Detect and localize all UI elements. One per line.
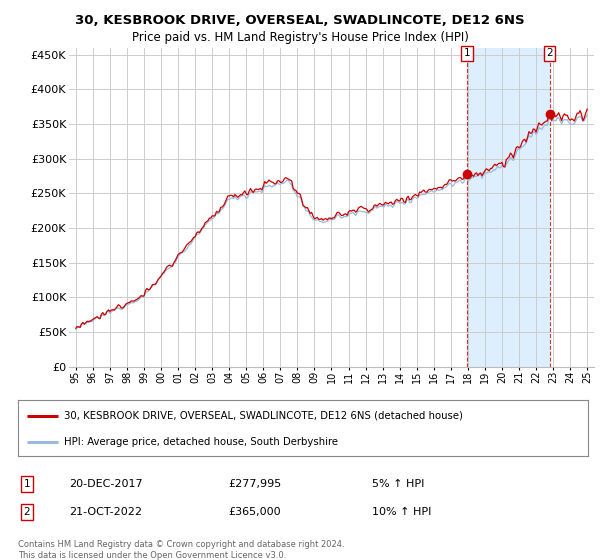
Text: 20-DEC-2017: 20-DEC-2017 bbox=[69, 479, 143, 489]
Text: Contains HM Land Registry data © Crown copyright and database right 2024.
This d: Contains HM Land Registry data © Crown c… bbox=[18, 540, 344, 560]
Text: 1: 1 bbox=[464, 48, 470, 58]
Text: £365,000: £365,000 bbox=[228, 507, 281, 517]
Text: 1: 1 bbox=[23, 479, 31, 489]
Bar bbox=[467, 48, 550, 367]
Text: Price paid vs. HM Land Registry's House Price Index (HPI): Price paid vs. HM Land Registry's House … bbox=[131, 31, 469, 44]
Text: HPI: Average price, detached house, South Derbyshire: HPI: Average price, detached house, Sout… bbox=[64, 437, 338, 447]
Text: 2: 2 bbox=[546, 48, 553, 58]
Text: 2: 2 bbox=[23, 507, 31, 517]
Text: £277,995: £277,995 bbox=[228, 479, 281, 489]
Text: 30, KESBROOK DRIVE, OVERSEAL, SWADLINCOTE, DE12 6NS (detached house): 30, KESBROOK DRIVE, OVERSEAL, SWADLINCOT… bbox=[64, 410, 463, 421]
Text: 30, KESBROOK DRIVE, OVERSEAL, SWADLINCOTE, DE12 6NS: 30, KESBROOK DRIVE, OVERSEAL, SWADLINCOT… bbox=[75, 14, 525, 27]
Text: 10% ↑ HPI: 10% ↑ HPI bbox=[372, 507, 431, 517]
Text: 21-OCT-2022: 21-OCT-2022 bbox=[69, 507, 142, 517]
Text: 5% ↑ HPI: 5% ↑ HPI bbox=[372, 479, 424, 489]
